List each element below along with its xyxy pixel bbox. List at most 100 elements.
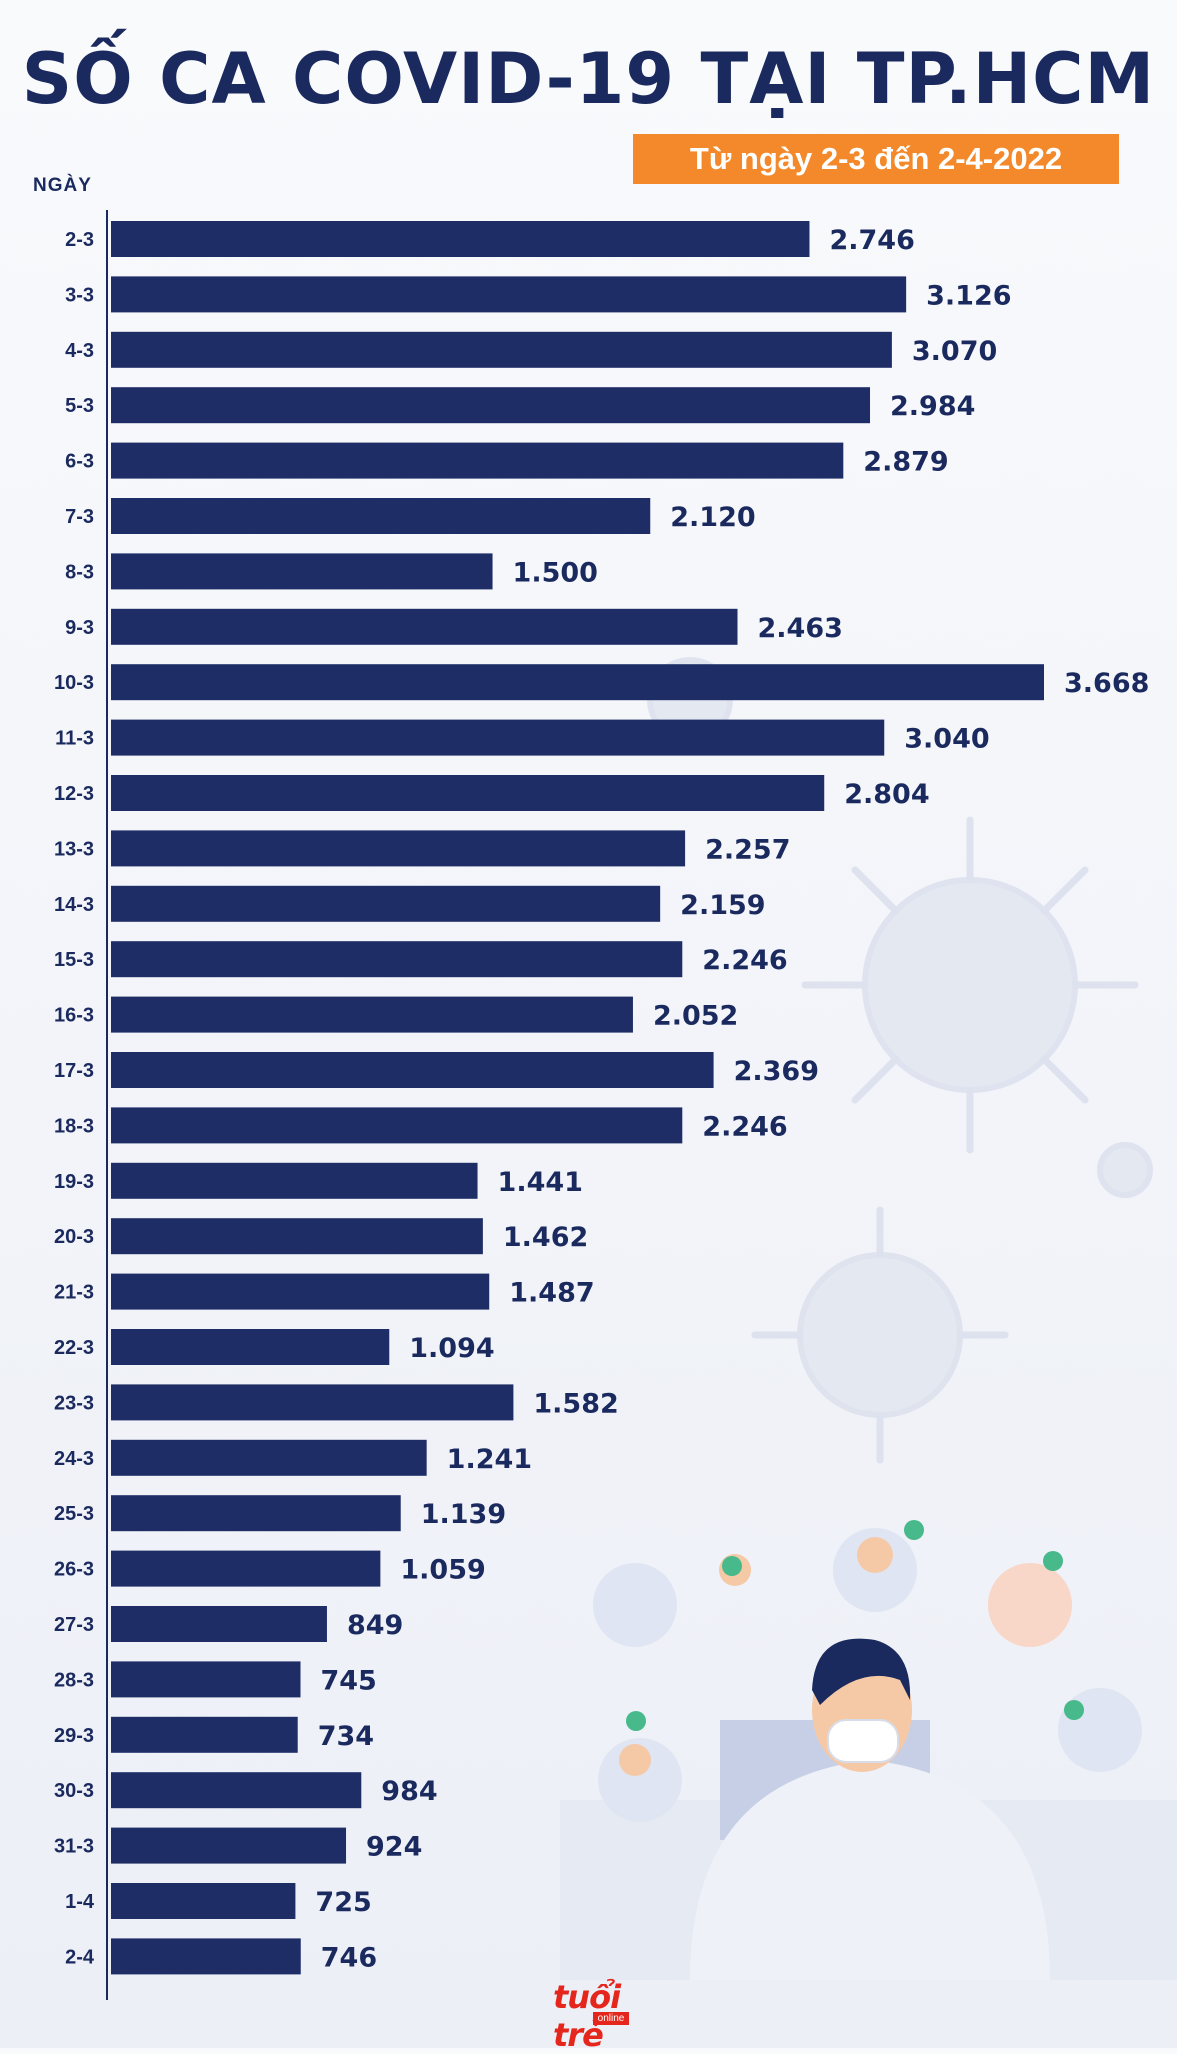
check-icon	[626, 1711, 646, 1731]
bar	[111, 830, 686, 867]
category-label: 8-3	[65, 561, 94, 583]
value-label: 1.487	[509, 1278, 594, 1309]
bar	[111, 553, 493, 590]
category-label: 25-3	[54, 1503, 94, 1525]
category-label: 22-3	[54, 1337, 94, 1359]
date-range-badge: Từ ngày 2-3 đến 2-4-2022	[633, 134, 1119, 184]
value-label: 2.159	[680, 890, 765, 921]
bar	[111, 1495, 401, 1532]
category-label: 21-3	[54, 1282, 94, 1304]
bar	[111, 1550, 381, 1587]
bar	[111, 1716, 298, 1753]
tuoi-tre-logo: tuổi trẻ online	[553, 1978, 657, 2054]
category-label: 20-3	[54, 1226, 94, 1248]
chart-title: SỐ CA COVID-19 TẠI TP.HCM	[21, 38, 1156, 120]
category-label: 17-3	[54, 1060, 94, 1082]
bar	[111, 941, 683, 978]
bars-group: 2-3 2.746 3-3 3.126 4-3 3.070 5-3 2.984 6-3 2.879…	[54, 221, 1149, 1975]
bar	[111, 387, 871, 424]
value-label: 2.052	[653, 1001, 738, 1032]
y-axis-label: NGÀY	[33, 175, 92, 196]
category-label: 7-3	[65, 506, 94, 528]
value-label: 3.040	[904, 724, 989, 755]
check-icon	[722, 1556, 742, 1576]
doctor-illustration	[560, 1528, 1177, 1980]
category-label: 26-3	[54, 1559, 94, 1581]
category-label: 19-3	[54, 1171, 94, 1193]
value-label: 984	[381, 1776, 437, 1807]
category-label: 3-3	[65, 284, 94, 306]
bar	[111, 719, 885, 756]
category-label: 16-3	[54, 1005, 94, 1027]
check-icon	[1064, 1700, 1084, 1720]
bar	[111, 1606, 327, 1642]
category-label: 6-3	[65, 451, 94, 473]
value-label: 2.879	[863, 447, 948, 478]
value-label: 2.246	[702, 1111, 787, 1142]
category-label: 23-3	[54, 1392, 94, 1414]
bar	[111, 1661, 301, 1698]
bar	[111, 1883, 296, 1919]
category-label: 2-3	[65, 229, 94, 251]
bar	[111, 1162, 478, 1199]
category-label: 1-4	[65, 1891, 95, 1913]
value-label: 1.139	[421, 1499, 506, 1530]
check-icon	[1043, 1551, 1063, 1571]
category-label: 24-3	[54, 1448, 94, 1470]
value-label: 3.126	[926, 280, 1011, 311]
check-icons	[626, 1520, 1084, 1731]
bar	[111, 664, 1044, 701]
value-label: 2.369	[734, 1056, 819, 1087]
category-label: 18-3	[54, 1115, 94, 1137]
category-label: 15-3	[54, 949, 94, 971]
bar	[111, 276, 907, 313]
value-label: 1.500	[513, 557, 598, 588]
category-label: 11-3	[55, 728, 94, 750]
value-label: 1.241	[447, 1444, 532, 1475]
value-label: 746	[321, 1942, 377, 1973]
category-label: 31-3	[54, 1836, 94, 1858]
category-label: 2-4	[65, 1946, 95, 1968]
bar	[111, 498, 651, 534]
bar	[111, 1827, 347, 1864]
category-label: 5-3	[65, 395, 94, 417]
check-icon	[904, 1520, 924, 1540]
category-label: 29-3	[54, 1725, 94, 1747]
category-label: 27-3	[54, 1614, 94, 1636]
value-label: 3.070	[912, 336, 997, 367]
value-label: 2.246	[702, 945, 787, 976]
value-label: 924	[366, 1832, 422, 1863]
value-label: 1.094	[409, 1333, 494, 1364]
value-label: 2.804	[844, 779, 929, 810]
value-label: 2.257	[705, 834, 790, 865]
bar	[111, 221, 810, 257]
value-label: 849	[347, 1610, 403, 1641]
bar	[111, 996, 633, 1033]
category-label: 28-3	[54, 1669, 94, 1691]
value-label: 2.463	[757, 613, 842, 644]
category-label: 4-3	[65, 340, 94, 362]
value-label: 2.120	[670, 502, 755, 533]
bar	[111, 1273, 490, 1310]
category-label: 30-3	[54, 1780, 94, 1802]
bar	[111, 331, 892, 368]
value-label: 1.582	[533, 1388, 618, 1419]
value-label: 734	[318, 1721, 374, 1752]
value-label: 725	[315, 1887, 371, 1918]
bar	[111, 1052, 714, 1088]
category-label: 10-3	[54, 672, 94, 694]
bar	[111, 442, 844, 479]
logo-online-tag: online	[593, 2012, 629, 2025]
bar	[111, 1772, 362, 1809]
bar	[111, 1329, 390, 1365]
bar	[111, 1938, 301, 1975]
category-label: 12-3	[54, 783, 94, 805]
bar	[111, 1384, 514, 1421]
value-label: 3.668	[1064, 668, 1149, 699]
virus-icon-tiny	[1097, 1142, 1153, 1198]
value-label: 2.746	[829, 225, 914, 256]
value-label: 745	[320, 1665, 376, 1696]
value-label: 1.441	[498, 1167, 583, 1198]
